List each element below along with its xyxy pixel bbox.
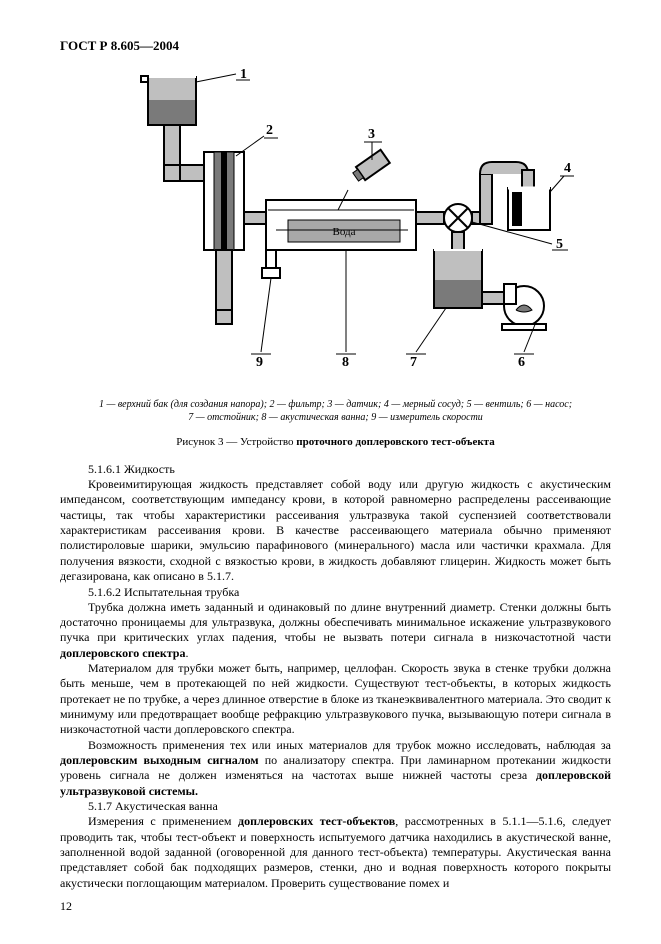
svg-text:9: 9 — [256, 355, 263, 370]
svg-text:4: 4 — [564, 161, 571, 176]
para-517: Измерения с применением доплеровских тес… — [60, 814, 611, 891]
sensor — [351, 150, 390, 184]
pipe-bath-out — [416, 212, 444, 224]
measuring-vessel — [508, 188, 550, 230]
svg-text:3: 3 — [368, 127, 375, 142]
svg-text:8: 8 — [342, 355, 349, 370]
figure-caption: Рисунок 3 — Устройство проточного доплер… — [60, 436, 611, 448]
page-number: 12 — [60, 899, 611, 914]
filter — [204, 152, 244, 250]
para-5162-2: Материалом для трубки может быть, наприм… — [60, 661, 611, 738]
section-517-title: 5.1.7 Акустическая ванна — [60, 799, 611, 814]
acoustic-bath: Вода — [266, 200, 416, 250]
diagram-svg: Вода — [96, 62, 576, 392]
section-5162-title: 5.1.6.2 Испытательная трубка — [60, 585, 611, 600]
para-5161: Кровеимитирующая жидкость представляет с… — [60, 477, 611, 585]
settling-tank — [434, 232, 482, 308]
figure-3: Вода — [60, 62, 611, 392]
svg-text:7: 7 — [410, 355, 417, 370]
pipe-return — [216, 250, 232, 324]
pipe-tank-down — [164, 125, 204, 181]
figure-legend: 1 — верхний бак (для создания напора); 2… — [60, 398, 611, 424]
valve — [444, 204, 472, 232]
upper-tank — [141, 76, 196, 125]
para-5162-3: Возможность применения тех или иных мате… — [60, 738, 611, 799]
water-label: Вода — [332, 226, 355, 238]
flowmeter — [262, 250, 280, 278]
pump — [482, 284, 546, 330]
svg-text:6: 6 — [518, 355, 525, 370]
svg-text:2: 2 — [266, 123, 273, 138]
pipe-filter-out — [244, 212, 266, 224]
para-5162-1: Трубка должна иметь заданный и одинаковы… — [60, 600, 611, 661]
doc-header: ГОСТ Р 8.605—2004 — [60, 38, 611, 54]
section-5161-title: 5.1.6.1 Жидкость — [60, 462, 611, 477]
